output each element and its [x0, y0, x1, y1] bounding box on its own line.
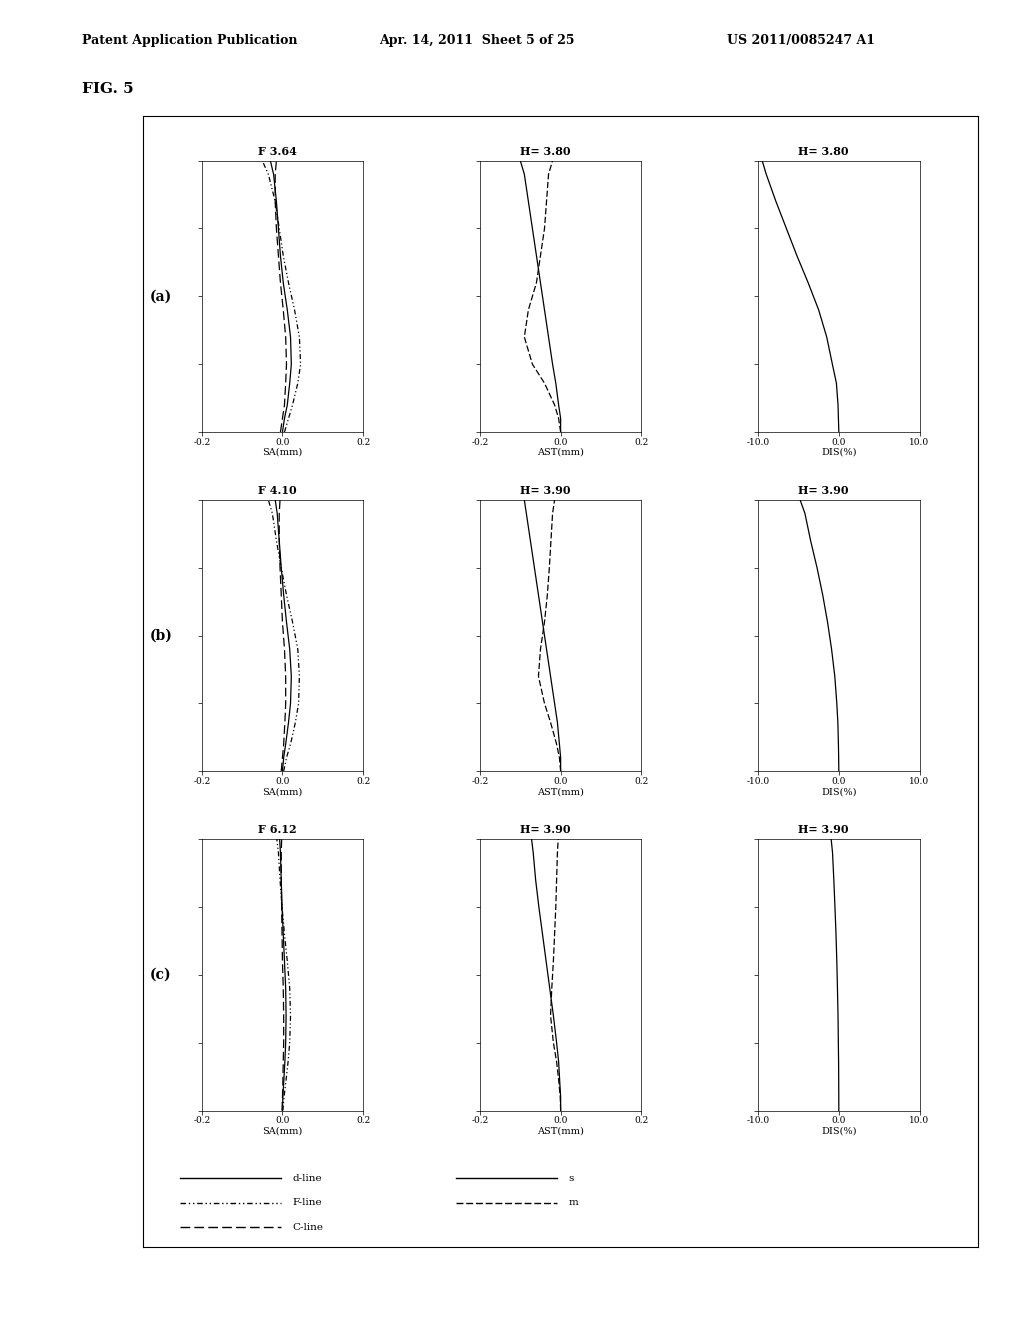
X-axis label: DIS(%): DIS(%): [821, 1126, 857, 1135]
Text: d-line: d-line: [293, 1173, 322, 1183]
Text: C-line: C-line: [293, 1222, 324, 1232]
X-axis label: SA(mm): SA(mm): [262, 447, 302, 457]
Text: Apr. 14, 2011  Sheet 5 of 25: Apr. 14, 2011 Sheet 5 of 25: [379, 34, 574, 48]
Text: H= 3.90: H= 3.90: [520, 824, 570, 836]
X-axis label: DIS(%): DIS(%): [821, 787, 857, 796]
Text: H= 3.80: H= 3.80: [520, 145, 570, 157]
Text: (b): (b): [150, 628, 172, 643]
X-axis label: AST(mm): AST(mm): [538, 447, 584, 457]
Text: US 2011/0085247 A1: US 2011/0085247 A1: [727, 34, 876, 48]
Text: H= 3.90: H= 3.90: [520, 484, 570, 496]
Text: s: s: [568, 1173, 573, 1183]
Text: (a): (a): [150, 289, 172, 304]
X-axis label: SA(mm): SA(mm): [262, 1126, 302, 1135]
Text: H= 3.90: H= 3.90: [799, 824, 849, 836]
Text: FIG. 5: FIG. 5: [82, 82, 133, 96]
Text: F 6.12: F 6.12: [258, 824, 297, 836]
X-axis label: DIS(%): DIS(%): [821, 447, 857, 457]
Text: (c): (c): [150, 968, 171, 982]
Text: Patent Application Publication: Patent Application Publication: [82, 34, 297, 48]
X-axis label: AST(mm): AST(mm): [538, 1126, 584, 1135]
Text: F 4.10: F 4.10: [258, 484, 297, 496]
Text: F 3.64: F 3.64: [258, 145, 297, 157]
Text: H= 3.90: H= 3.90: [799, 484, 849, 496]
Text: H= 3.80: H= 3.80: [799, 145, 849, 157]
Text: F-line: F-line: [293, 1199, 322, 1206]
Text: m: m: [568, 1199, 579, 1206]
X-axis label: SA(mm): SA(mm): [262, 787, 302, 796]
X-axis label: AST(mm): AST(mm): [538, 787, 584, 796]
